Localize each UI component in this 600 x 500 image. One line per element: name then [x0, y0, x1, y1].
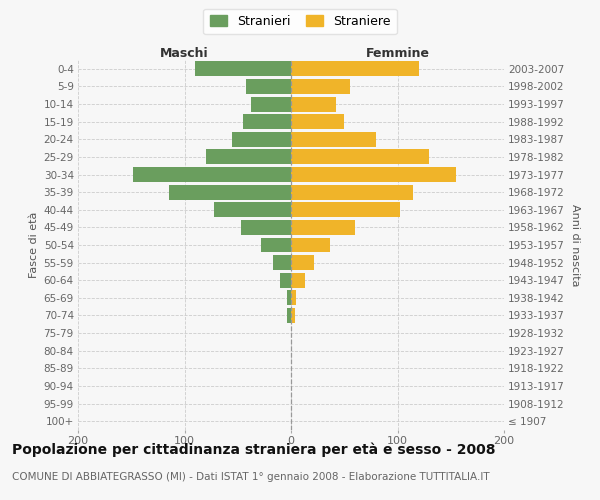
Bar [291, 96, 336, 112]
Text: Femmine: Femmine [365, 47, 430, 60]
Bar [291, 273, 305, 287]
Bar [287, 290, 291, 306]
Bar [291, 79, 350, 94]
Bar [291, 290, 296, 306]
Legend: Stranieri, Straniere: Stranieri, Straniere [203, 8, 397, 34]
Bar [273, 255, 291, 270]
Bar [287, 308, 291, 323]
Bar [246, 79, 291, 94]
Bar [291, 308, 295, 323]
Bar [195, 62, 291, 76]
Text: COMUNE DI ABBIATEGRASSO (MI) - Dati ISTAT 1° gennaio 2008 - Elaborazione TUTTITA: COMUNE DI ABBIATEGRASSO (MI) - Dati ISTA… [12, 472, 490, 482]
Text: Maschi: Maschi [160, 47, 209, 60]
Bar [291, 167, 456, 182]
Bar [291, 255, 314, 270]
Bar [206, 150, 291, 164]
Y-axis label: Fasce di età: Fasce di età [29, 212, 40, 278]
Bar [214, 202, 291, 218]
Bar [291, 150, 430, 164]
Bar [291, 132, 376, 147]
Bar [291, 62, 419, 76]
Bar [133, 167, 291, 182]
Bar [291, 220, 355, 235]
Bar [291, 114, 344, 129]
Y-axis label: Anni di nascita: Anni di nascita [571, 204, 580, 286]
Bar [241, 220, 291, 235]
Bar [243, 114, 291, 129]
Bar [232, 132, 291, 147]
Bar [291, 202, 400, 218]
Bar [169, 184, 291, 200]
Bar [251, 96, 291, 112]
Bar [291, 238, 331, 252]
Bar [261, 238, 291, 252]
Bar [280, 273, 291, 287]
Text: Popolazione per cittadinanza straniera per età e sesso - 2008: Popolazione per cittadinanza straniera p… [12, 442, 496, 457]
Bar [291, 184, 413, 200]
